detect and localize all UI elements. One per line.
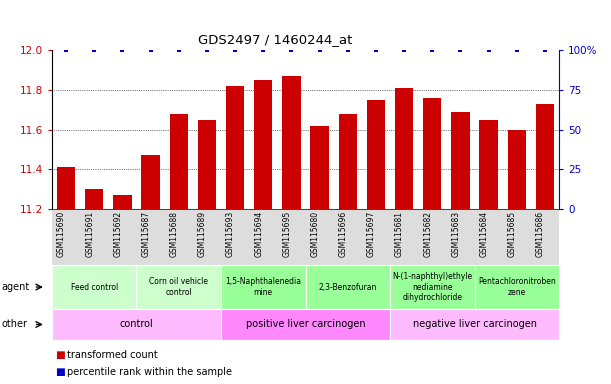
Bar (536, 104, 554, 209)
Bar (423, 98, 441, 209)
Text: GSM115692: GSM115692 (114, 211, 122, 257)
Text: transformed count: transformed count (67, 350, 158, 360)
Text: Feed control: Feed control (71, 283, 118, 291)
Bar (452, 112, 470, 209)
Bar (141, 156, 159, 209)
Text: ■: ■ (55, 350, 65, 360)
Text: 2,3-Benzofuran: 2,3-Benzofuran (318, 283, 377, 291)
Text: GSM115682: GSM115682 (423, 211, 433, 257)
Bar (338, 114, 357, 209)
Text: other: other (1, 319, 27, 329)
Bar (254, 80, 273, 209)
Text: GSM115690: GSM115690 (57, 211, 66, 257)
Bar (85, 189, 103, 209)
Bar (310, 126, 329, 209)
Text: N-(1-naphthyl)ethyle
nediamine
dihydrochloride: N-(1-naphthyl)ethyle nediamine dihydroch… (392, 272, 472, 302)
Text: positive liver carcinogen: positive liver carcinogen (246, 319, 365, 329)
Bar (395, 88, 413, 209)
Bar (367, 100, 385, 209)
Text: agent: agent (1, 282, 29, 292)
Bar (282, 76, 301, 209)
Bar (57, 167, 75, 209)
Bar (170, 114, 188, 209)
Text: GSM115693: GSM115693 (226, 211, 235, 257)
Text: GSM115681: GSM115681 (395, 211, 404, 257)
Text: GSM115689: GSM115689 (198, 211, 207, 257)
Text: GSM115685: GSM115685 (508, 211, 517, 257)
Text: GSM115696: GSM115696 (338, 211, 348, 257)
Text: Pentachloronitroben
zene: Pentachloronitroben zene (478, 277, 555, 297)
Text: GSM115686: GSM115686 (536, 211, 545, 257)
Text: GSM115683: GSM115683 (452, 211, 461, 257)
Text: GSM115684: GSM115684 (480, 211, 489, 257)
Text: GDS2497 / 1460244_at: GDS2497 / 1460244_at (198, 33, 352, 46)
Text: GSM115691: GSM115691 (85, 211, 94, 257)
Text: GSM115687: GSM115687 (142, 211, 150, 257)
Text: GSM115680: GSM115680 (310, 211, 320, 257)
Text: 1,5-Naphthalenedia
mine: 1,5-Naphthalenedia mine (225, 277, 301, 297)
Text: GSM115695: GSM115695 (282, 211, 291, 257)
Text: GSM115688: GSM115688 (170, 211, 179, 257)
Text: GSM115697: GSM115697 (367, 211, 376, 257)
Text: Corn oil vehicle
control: Corn oil vehicle control (149, 277, 208, 297)
Text: negative liver carcinogen: negative liver carcinogen (412, 319, 536, 329)
Text: percentile rank within the sample: percentile rank within the sample (67, 367, 232, 377)
Text: GSM115694: GSM115694 (254, 211, 263, 257)
Text: ■: ■ (55, 367, 65, 377)
Bar (226, 86, 244, 209)
Bar (198, 120, 216, 209)
Bar (480, 120, 498, 209)
Bar (113, 195, 131, 209)
Text: control: control (120, 319, 153, 329)
Bar (508, 130, 526, 209)
